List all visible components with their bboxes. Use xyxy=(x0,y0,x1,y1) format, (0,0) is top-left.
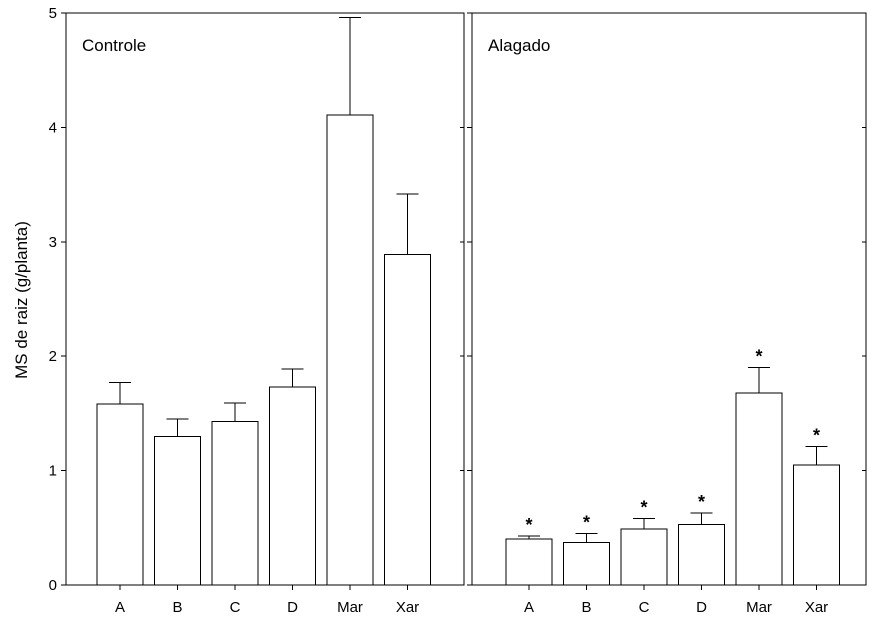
bar-c xyxy=(211,420,259,586)
x-tick-label: C xyxy=(639,599,650,616)
panel-frame xyxy=(471,12,867,586)
y-axis-label: MS de raiz (g/planta) xyxy=(12,221,31,379)
y-tick-label: 2 xyxy=(49,348,57,365)
x-tick-label: C xyxy=(230,599,241,616)
significance-marker: * xyxy=(583,513,590,533)
panel-frame xyxy=(65,12,465,586)
x-tick-label: D xyxy=(696,599,707,616)
x-tick-label: A xyxy=(115,599,125,616)
x-tick-label: B xyxy=(581,599,591,616)
y-tick-label: 4 xyxy=(49,119,57,136)
significance-marker: * xyxy=(813,426,820,446)
bar-a xyxy=(96,403,144,586)
bar-xar xyxy=(384,253,431,586)
panel-1: Alagado * A * B * C * D * Mar * Xar xyxy=(467,12,867,616)
x-tick-label: Xar xyxy=(396,599,419,616)
bar-d xyxy=(678,523,725,586)
y-tick-label: 3 xyxy=(49,234,57,251)
x-tick-label: Xar xyxy=(805,599,828,616)
bar-a xyxy=(505,538,553,586)
y-tick-label: 5 xyxy=(49,5,57,22)
bar-d xyxy=(269,386,316,586)
bar-b xyxy=(563,542,610,586)
significance-marker: * xyxy=(698,492,705,512)
x-tick-label: A xyxy=(524,599,534,616)
panels: 0 1 2 3 4 5 Controle A B C D Mar Xar Alagado * A * B * C * D *… xyxy=(49,5,867,616)
x-tick-label: D xyxy=(287,599,298,616)
bar-b xyxy=(154,435,201,586)
bar-mar xyxy=(326,114,374,586)
significance-marker: * xyxy=(525,515,532,535)
panel-title: Alagado xyxy=(488,36,550,55)
bar-mar xyxy=(735,392,783,586)
x-tick-label: Mar xyxy=(746,599,772,616)
panel-title: Controle xyxy=(82,36,146,55)
significance-marker: * xyxy=(640,498,647,518)
y-tick-label: 1 xyxy=(49,463,57,480)
bar-xar xyxy=(793,464,840,586)
significance-marker: * xyxy=(755,347,762,367)
bar-c xyxy=(620,528,668,586)
x-tick-label: B xyxy=(172,599,182,616)
y-tick-label: 0 xyxy=(49,577,57,594)
x-tick-label: Mar xyxy=(337,599,363,616)
panel-0: 0 1 2 3 4 5 Controle A B C D Mar Xar xyxy=(49,5,465,616)
